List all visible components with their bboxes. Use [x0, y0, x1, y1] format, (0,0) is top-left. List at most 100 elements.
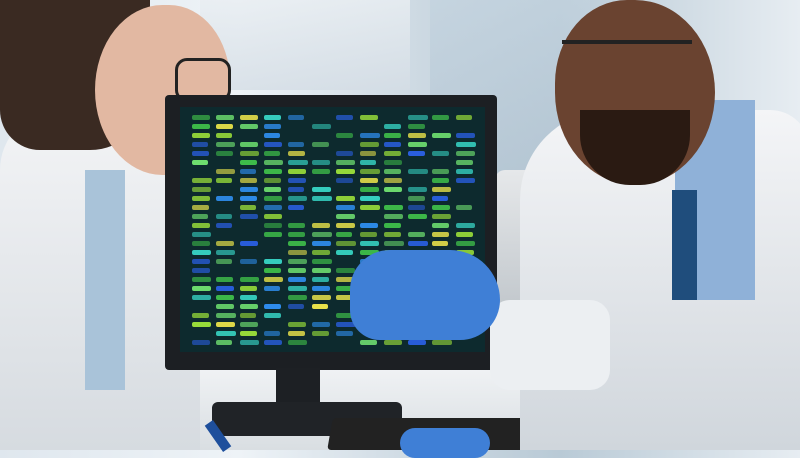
gel-band	[288, 322, 307, 327]
gel-band	[264, 115, 281, 120]
gel-band	[192, 205, 209, 210]
gel-band	[264, 313, 281, 318]
gel-band	[240, 277, 260, 282]
gel-band	[288, 232, 306, 237]
gel-band	[432, 340, 452, 345]
man-tie	[672, 190, 697, 300]
gel-band	[288, 196, 308, 201]
gel-band	[240, 169, 257, 174]
gel-band	[408, 205, 425, 210]
gel-band	[336, 169, 355, 174]
gel-band	[192, 187, 211, 192]
gel-band	[264, 196, 283, 201]
gel-band	[360, 196, 380, 201]
gel-band	[240, 115, 258, 120]
gel-band	[216, 142, 235, 147]
gel-band	[288, 250, 307, 255]
gel-band	[240, 340, 260, 345]
gel-band	[216, 169, 236, 174]
gel-band	[288, 295, 307, 300]
gel-band	[384, 124, 402, 129]
gel-band	[240, 151, 259, 156]
gel-band	[312, 223, 331, 228]
gel-band	[216, 115, 234, 120]
gel-band	[288, 241, 307, 246]
gel-band	[336, 232, 353, 237]
gel-band	[408, 115, 428, 120]
gel-band	[264, 286, 281, 291]
gel-band	[288, 331, 305, 336]
gel-band	[240, 295, 257, 300]
gel-band	[264, 331, 281, 336]
gel-band	[216, 313, 236, 318]
gel-band	[216, 178, 233, 183]
gel-band	[240, 331, 258, 336]
gel-band	[192, 178, 212, 183]
gel-band	[288, 340, 308, 345]
gel-band	[288, 277, 306, 282]
gel-band	[432, 205, 450, 210]
gel-band	[312, 169, 330, 174]
gel-band	[216, 331, 236, 336]
gel-band	[312, 295, 332, 300]
pointing-gloved-hand	[350, 250, 500, 340]
gel-band	[336, 241, 356, 246]
gel-band	[192, 286, 212, 291]
gel-band	[216, 124, 233, 129]
gel-band	[240, 196, 258, 201]
gel-band	[264, 304, 282, 309]
gel-band	[192, 115, 211, 120]
gel-band	[408, 340, 427, 345]
gel-band	[264, 142, 283, 147]
gel-band	[240, 259, 257, 264]
gel-band	[312, 277, 330, 282]
gel-band	[360, 178, 378, 183]
gel-band	[192, 250, 211, 255]
gel-band	[216, 250, 235, 255]
gel-band	[240, 205, 257, 210]
gel-band	[192, 241, 210, 246]
gel-band	[360, 250, 379, 255]
gel-band	[192, 232, 212, 237]
gel-band	[264, 124, 282, 129]
gel-band	[264, 223, 282, 228]
gel-band	[312, 304, 329, 309]
gel-band	[384, 133, 402, 138]
gel-band	[408, 151, 425, 156]
gel-band	[216, 241, 234, 246]
gel-band	[432, 196, 449, 201]
gel-band	[288, 160, 308, 165]
gel-band	[240, 286, 258, 291]
gel-band	[384, 169, 402, 174]
gel-band	[240, 304, 258, 309]
gel-band	[312, 259, 332, 264]
gel-band	[432, 133, 452, 138]
gel-band	[192, 223, 210, 228]
gel-band	[264, 205, 282, 210]
gel-band	[360, 223, 379, 228]
gel-band	[336, 178, 353, 183]
gel-band	[192, 295, 211, 300]
gel-band	[456, 205, 473, 210]
gel-band	[192, 142, 209, 147]
gel-band	[288, 304, 305, 309]
gel-band	[432, 115, 450, 120]
gel-band	[408, 124, 426, 129]
gel-band	[216, 133, 233, 138]
gel-band	[336, 205, 356, 210]
gel-band	[240, 322, 259, 327]
gel-band	[360, 169, 380, 174]
gel-band	[192, 133, 210, 138]
gel-band	[432, 232, 449, 237]
gel-band	[456, 241, 475, 246]
gel-band	[360, 115, 378, 120]
gel-band	[312, 268, 332, 273]
man-beard	[580, 110, 690, 185]
gel-band	[312, 322, 330, 327]
gel-band	[192, 322, 211, 327]
man-glasses	[562, 40, 692, 86]
gel-band	[408, 169, 428, 174]
gel-band	[192, 340, 211, 345]
gel-band	[264, 232, 282, 237]
gel-band	[384, 205, 403, 210]
